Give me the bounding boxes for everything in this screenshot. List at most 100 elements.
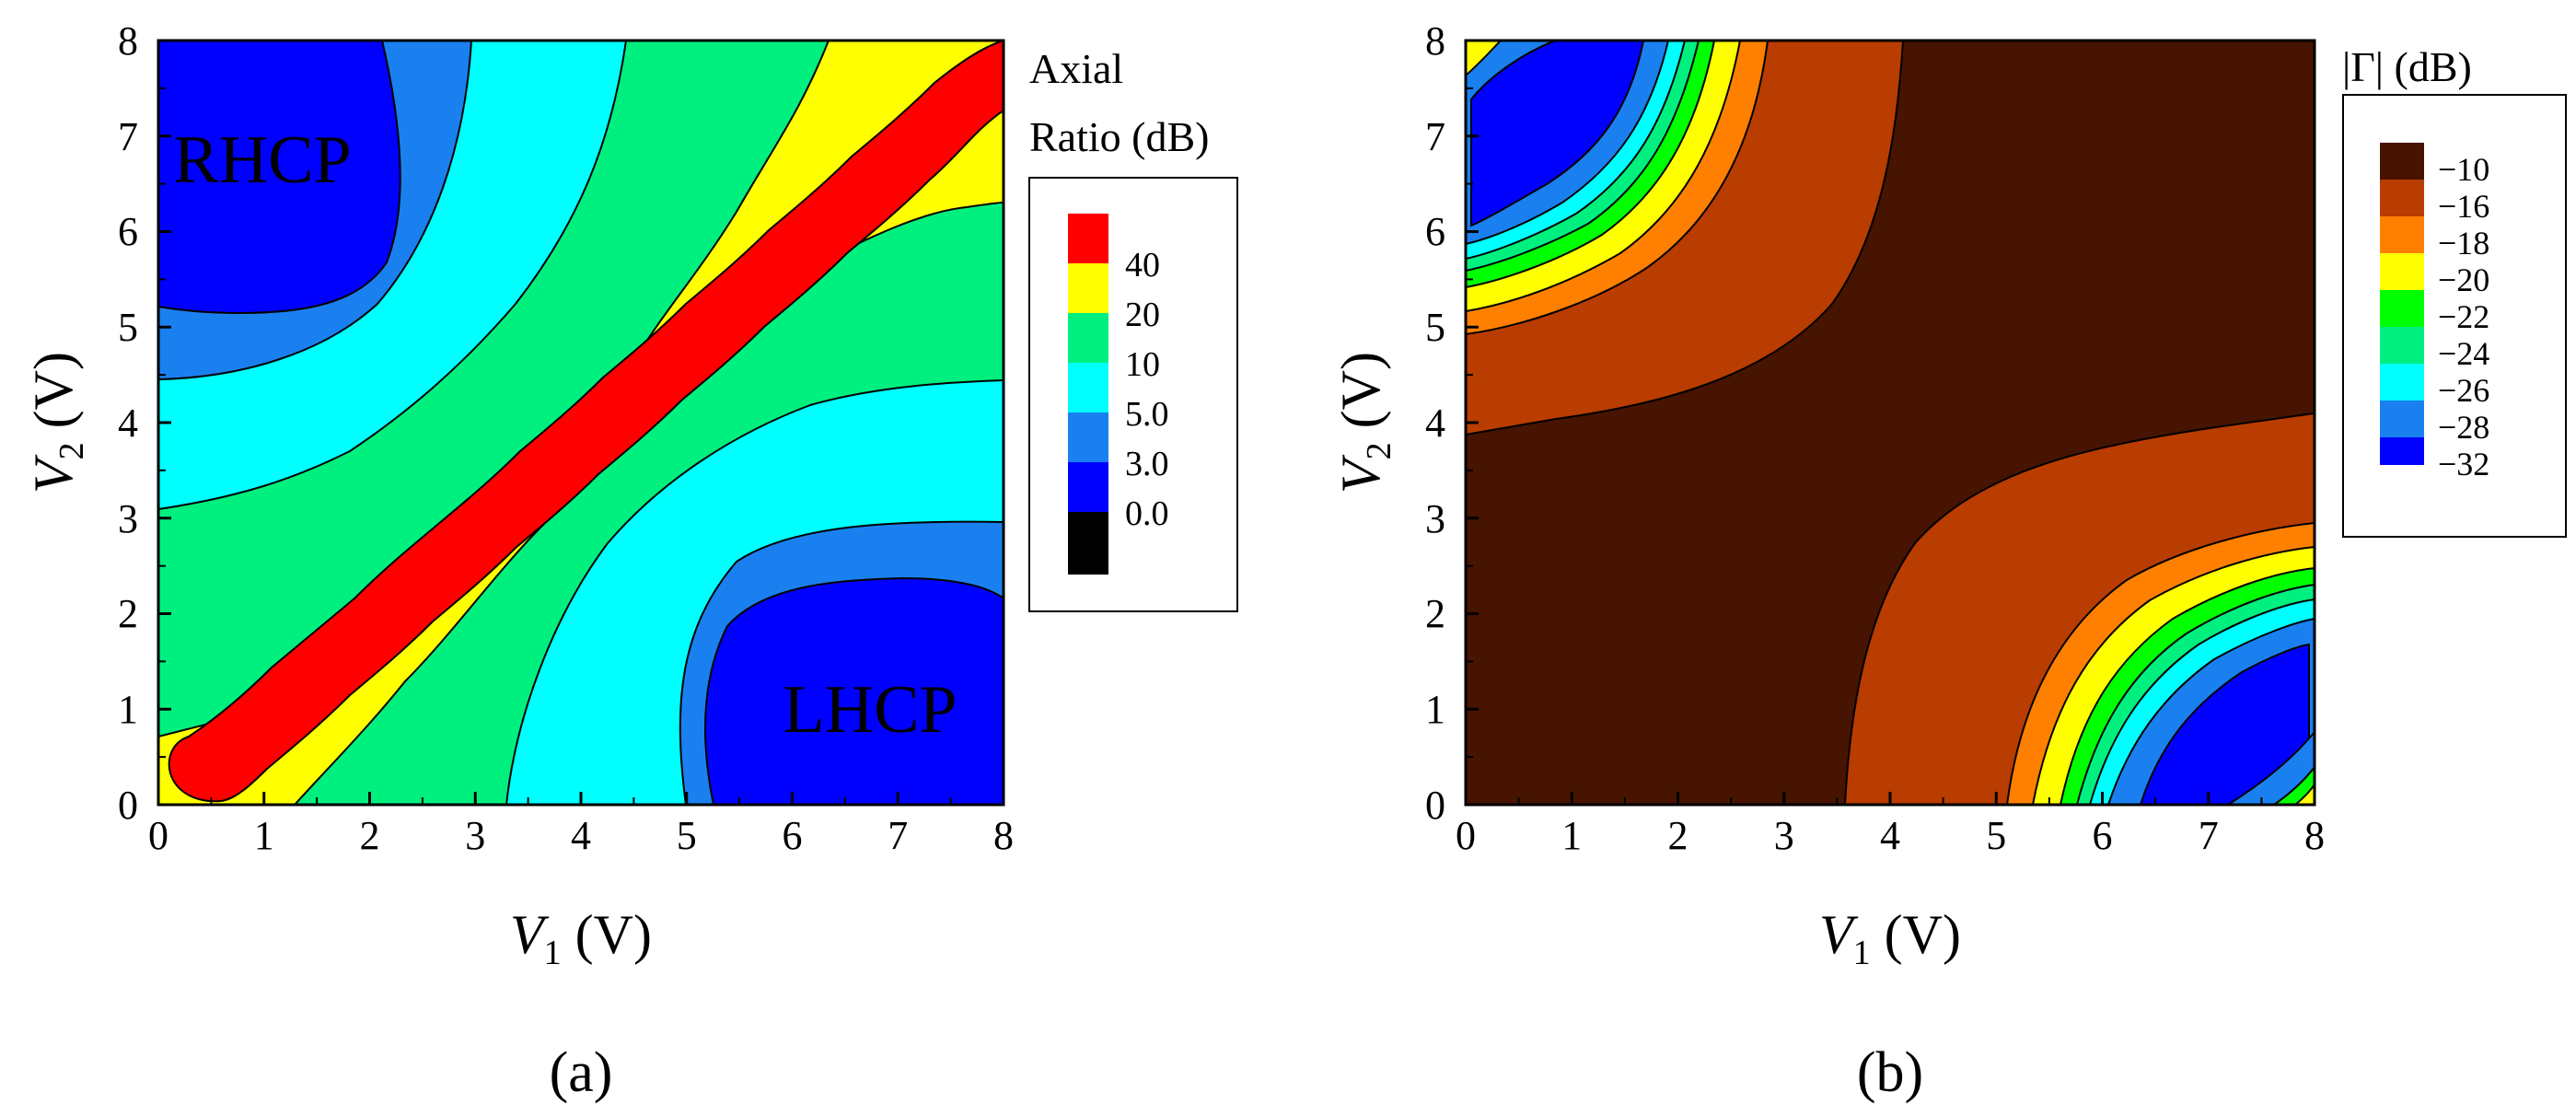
y-tick-label: 3 [1425, 496, 1445, 541]
colorbar-swatch [1068, 462, 1108, 512]
colorbar-tick-label: −32 [2438, 446, 2489, 482]
y-tick-label: 8 [118, 18, 138, 64]
contour-plot-axial-ratio [157, 39, 1005, 807]
colorbar-swatch [2380, 327, 2424, 364]
x-tick-label: 8 [993, 813, 1014, 858]
axis-ticks [157, 39, 1005, 807]
y-tick-label: 7 [1425, 114, 1445, 159]
x-tick-label: 0 [1456, 813, 1476, 858]
colorbar-tick-label: −22 [2438, 298, 2489, 335]
y-tick-label: 1 [118, 687, 138, 732]
colorbar-reflection: |Γ| (dB) −10 −16 −18 −20 −22 −24 −26 −28… [2342, 43, 2567, 538]
x-axis-label: V1 (V) [510, 904, 652, 972]
x-tick-label: 4 [571, 813, 591, 858]
y-tick-label: 5 [1425, 305, 1445, 350]
y-tick-label: 5 [118, 305, 138, 350]
colorbar-swatch [1068, 214, 1108, 263]
y-tick-label: 6 [1425, 209, 1445, 254]
x-axis-label: V1 (V) [1819, 904, 1961, 972]
y-tick-label: 8 [1425, 18, 1445, 64]
colorbar-swatch [2380, 143, 2424, 180]
colorbar-box [1028, 177, 1238, 612]
colorbar-title-line: Axial [1029, 45, 1123, 92]
y-axis-label: V2 (V) [1330, 352, 1398, 494]
colorbar-swatch [2380, 216, 2424, 253]
colorbar-tick-labels: −10 −16 −18 −20 −22 −24 −26 −28 −32 [2438, 151, 2489, 482]
annotation-lhcp: LHCP [783, 672, 957, 748]
y-ticks-minor [1466, 87, 1473, 759]
colorbar-tick-label: 10 [1125, 345, 1160, 384]
colorbar-axial-ratio: Axial Ratio (dB) 40 20 10 5.0 3.0 0.0 [1028, 45, 1238, 612]
panel-b: 0 1 2 3 4 5 6 7 8 0 1 2 3 4 5 6 7 8 V1 (… [1330, 18, 2567, 1104]
y-tick-label: 2 [1425, 591, 1445, 636]
x-tick-label: 0 [148, 813, 168, 858]
x-tick-label: 3 [465, 813, 485, 858]
y-tick-label: 4 [118, 401, 138, 446]
y-tick-label: 6 [118, 209, 138, 254]
y-ticks-minor [158, 87, 166, 759]
x-ticks-minor [1517, 797, 2263, 805]
x-tick-label: 6 [783, 813, 803, 858]
x-tick-label: 2 [1668, 813, 1688, 858]
colorbar-tick-labels: 40 20 10 5.0 3.0 0.0 [1125, 246, 1169, 533]
colorbar-swatch [2380, 401, 2424, 437]
colorbar-tick-label: 20 [1125, 296, 1160, 334]
colorbar-tick-label: 5.0 [1125, 395, 1169, 434]
x-tick-label: 2 [360, 813, 380, 858]
x-ticks-minor [210, 797, 952, 805]
colorbar-tick-label: −10 [2438, 151, 2489, 188]
contour-plot-reflection [1464, 39, 2316, 807]
x-tick-label: 5 [1986, 813, 2006, 858]
y-tick-labels: 0 1 2 3 4 5 6 7 8 [118, 18, 138, 828]
ar-band-blue-upper [157, 40, 401, 315]
x-tick-label: 1 [1561, 813, 1582, 858]
y-tick-label: 1 [1425, 687, 1445, 732]
colorbar-swatch [1068, 263, 1108, 313]
colorbar-tick-label: −18 [2438, 225, 2489, 261]
colorbar-title: |Γ| (dB) [2342, 43, 2472, 90]
y-tick-label: 0 [1425, 783, 1445, 828]
colorbar-swatch [2380, 364, 2424, 401]
colorbar-tick-label: −20 [2438, 261, 2489, 298]
x-ticks-major [157, 792, 1005, 805]
colorbar-swatch [1068, 512, 1108, 575]
colorbar-tick-label: 40 [1125, 246, 1160, 285]
y-tick-label: 7 [118, 114, 138, 159]
colorbar-swatch [1068, 313, 1108, 363]
x-tick-label: 5 [677, 813, 697, 858]
colorbar-tick-label: −26 [2438, 372, 2489, 409]
y-tick-labels: 0 1 2 3 4 5 6 7 8 [1425, 18, 1445, 828]
y-tick-label: 0 [118, 783, 138, 828]
colorbar-tick-label: −28 [2438, 409, 2489, 446]
x-tick-label: 4 [1880, 813, 1900, 858]
axis-ticks [1464, 39, 2316, 807]
panel-label-b: (b) [1857, 1041, 1923, 1104]
panel-label-a: (a) [550, 1041, 613, 1104]
ar-band-blue-lower [704, 576, 1004, 806]
colorbar-tick-label: −16 [2438, 188, 2489, 225]
colorbar-swatch [1068, 412, 1108, 462]
x-tick-label: 6 [2093, 813, 2113, 858]
x-tick-label: 8 [2304, 813, 2325, 858]
colorbar-tick-label: 3.0 [1125, 445, 1169, 483]
colorbar-swatch [2380, 253, 2424, 290]
ar-band-red-diagonal [168, 39, 1004, 803]
colorbar-swatch [2380, 290, 2424, 327]
y-ticks-major [1466, 39, 1479, 807]
y-ticks-major [158, 39, 171, 807]
colorbar-swatch [2380, 180, 2424, 216]
gamma-band-blue-upper [1470, 40, 1645, 227]
x-tick-label: 3 [1774, 813, 1794, 858]
gamma-band-lightblue-corner-lower [2224, 729, 2315, 806]
colorbar-tick-label: 0.0 [1125, 494, 1169, 533]
panel-a: 0 1 2 3 4 5 6 7 8 0 1 2 3 4 5 6 7 8 V1 (… [23, 18, 1238, 1104]
y-axis-label: V2 (V) [23, 352, 91, 494]
x-tick-labels: 0 1 2 3 4 5 6 7 8 [1456, 813, 2325, 858]
colorbar-swatch [2380, 437, 2424, 465]
y-tick-label: 2 [118, 591, 138, 636]
colorbar-tick-label: −24 [2438, 335, 2489, 372]
y-tick-label: 3 [118, 496, 138, 541]
x-ticks-major [1464, 792, 2316, 805]
x-tick-label: 7 [888, 813, 908, 858]
